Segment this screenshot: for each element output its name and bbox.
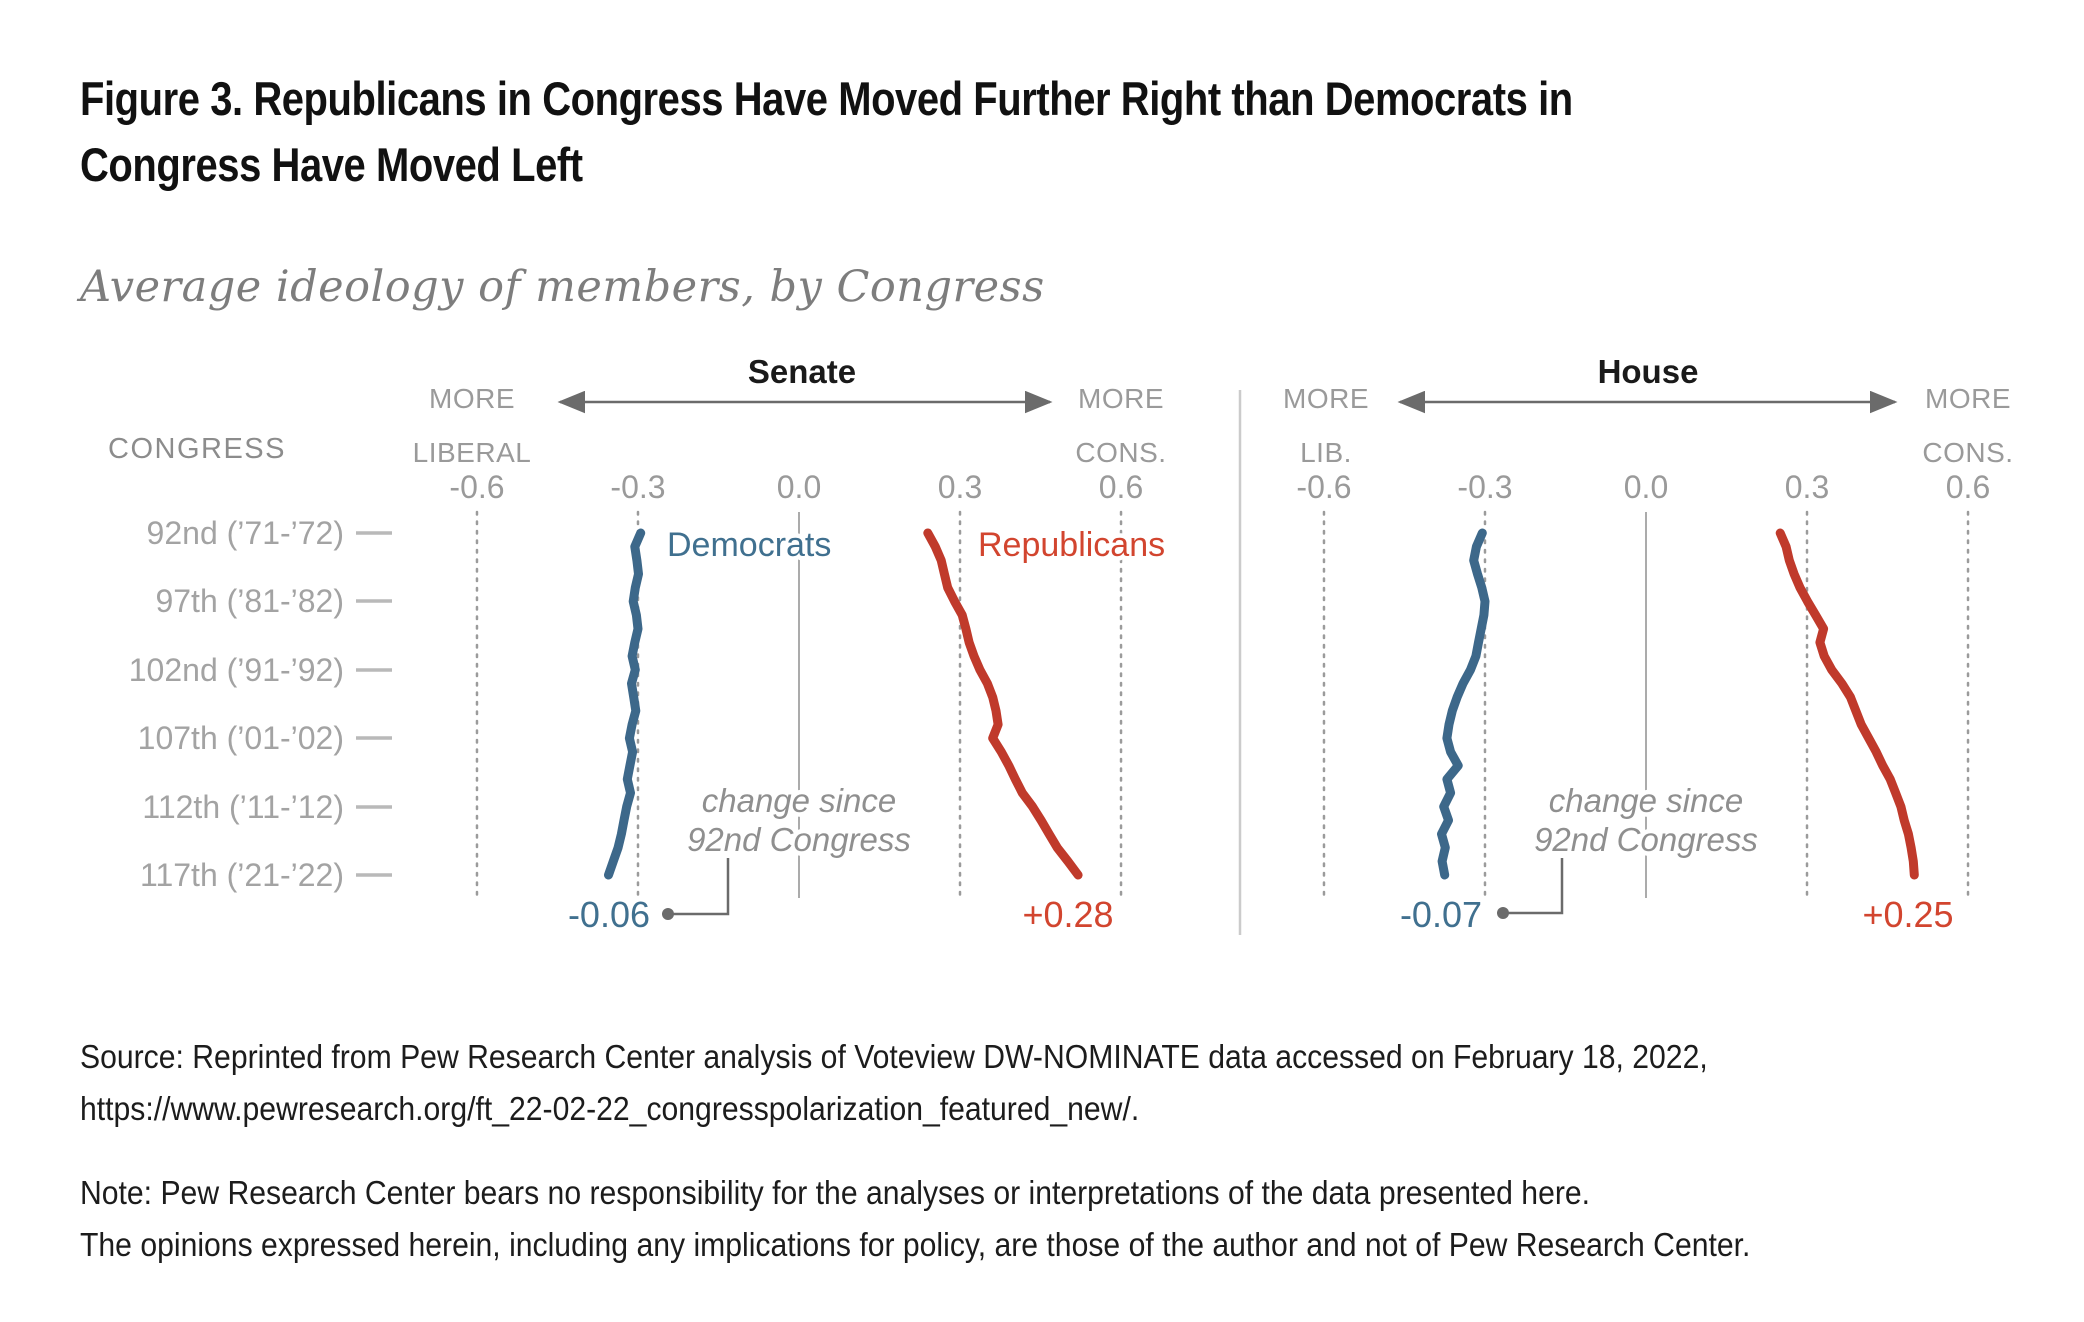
figure-title-line1: Figure 3. Republicans in Congress Have M… [80,72,1573,125]
senate-more-cons-line1: MORE [1078,383,1164,414]
gridline-layer [475,510,1970,900]
house-tick: 0.3 [1785,469,1829,505]
note-line2: The opinions expressed herein, including… [80,1227,1751,1264]
source-line1: Source: Reprinted from Pew Research Cent… [80,1039,1708,1076]
row-label-102nd: 102nd (’91-’92) [129,652,344,688]
senate-change-annotation-line2: 92nd Congress [687,821,911,858]
note-line1: Note: Pew Research Center bears no respo… [80,1175,1591,1212]
row-label-107th: 107th (’01-’02) [138,720,344,756]
row-label-117th: 117th (’21-’22) [140,857,344,893]
house-tick: 0.6 [1946,469,1990,505]
house-democrat-change-value: -0.07 [1400,894,1482,935]
senate-tick: -0.3 [610,469,665,505]
row-label-97th: 97th (’81-’82) [155,583,344,619]
house-tick: -0.6 [1296,469,1351,505]
senate-democrat-connector [668,858,730,916]
series-layer [604,528,1919,880]
house-more-lib-line1: MORE [1283,383,1369,414]
house-democrat-connector [1503,858,1564,915]
figure-title: Figure 3. Republicans in Congress Have M… [80,66,1573,198]
house-democrats-line [1437,528,1490,880]
senate-tick: -0.6 [449,469,504,505]
senate-change-annotation-line1: change since [702,782,896,819]
source-line2: https://www.pewresearch.org/ft_22-02-22_… [80,1091,1140,1128]
house-more-lib-line2: LIB. [1300,437,1352,468]
note-text: Note: Pew Research Center bears no respo… [80,1168,1925,1272]
senate-more-liberal-line1: MORE [429,383,515,414]
senate-tick: 0.0 [777,469,821,505]
senate-more-cons-line2: CONS. [1075,437,1166,468]
row-tick-marks [356,531,392,877]
senate-panel-title: Senate [748,353,856,390]
house-republicans-line [1775,528,1919,880]
senate-tick-labels: -0.6 -0.3 0.0 0.3 0.6 [449,469,1143,505]
congress-axis-header: CONGRESS [108,433,286,465]
senate-republicans-line [923,528,1083,880]
ideology-chart: CONGRESS 92nd (’71-’72) 97th (’81-’82) 1… [108,353,2014,940]
senate-tick: 0.3 [938,469,982,505]
house-panel: House MORE LIB. MORE CONS. -0.6 -0.3 0.0… [1283,353,2013,940]
senate-democrat-change-value: -0.06 [568,894,650,935]
senate-tick: 0.6 [1099,469,1143,505]
figure-subtitle: Average ideology of members, by Congress [80,262,1045,312]
source-text: Source: Reprinted from Pew Research Cent… [80,1032,1925,1136]
figure-title-line2: Congress Have Moved Left [80,138,583,191]
house-panel-title: House [1598,353,1699,390]
house-republican-change-value: +0.25 [1862,894,1953,935]
house-tick: -0.3 [1457,469,1512,505]
house-democrat-connector-dot [1497,907,1509,919]
congress-row-labels: 92nd (’71-’72) 97th (’81-’82) 102nd (’91… [129,515,392,893]
senate-more-liberal-line2: LIBERAL [413,437,532,468]
senate-democrat-connector-dot [662,908,674,920]
senate-republican-change-value: +0.28 [1022,894,1113,935]
house-change-annotation-line1: change since [1549,782,1743,819]
senate-panel: Senate MORE LIBERAL MORE CONS. -0.6 -0.3… [413,353,1170,940]
house-tick: 0.0 [1624,469,1668,505]
row-label-92nd: 92nd (’71-’72) [147,515,344,551]
senate-democrats-line [604,528,646,880]
republicans-series-label: Republicans [978,526,1165,564]
democrats-series-label: Democrats [667,526,831,564]
house-tick-labels: -0.6 -0.3 0.0 0.3 0.6 [1296,469,1990,505]
house-more-cons-line2: CONS. [1922,437,2013,468]
house-change-annotation-line2: 92nd Congress [1534,821,1758,858]
house-more-cons-line1: MORE [1925,383,2011,414]
row-label-112th: 112th (’11-’12) [142,789,344,825]
